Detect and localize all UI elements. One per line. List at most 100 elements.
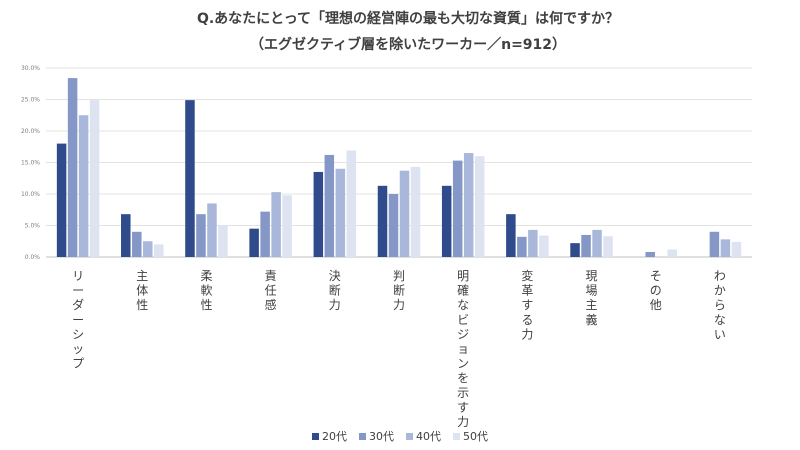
category-label-char: ジ xyxy=(457,327,469,341)
bar xyxy=(506,214,516,257)
category-label-char: を xyxy=(457,371,469,385)
legend: 20代 30代 40代 50代 xyxy=(0,428,800,444)
category-label-char: 力 xyxy=(393,298,405,312)
category-label-char: シ xyxy=(72,327,84,341)
chart-subtitle: （エグゼクティブ層を除いたワーカー／n=912） xyxy=(249,37,567,53)
bar xyxy=(282,195,292,257)
bar xyxy=(581,234,591,257)
bar xyxy=(441,185,452,257)
legend-label: 50代 xyxy=(463,430,488,443)
category-label-char: リ xyxy=(72,269,84,283)
legend-item: 50代 xyxy=(453,428,488,444)
category-label-char: 任 xyxy=(265,284,277,298)
category-label-char: 軟 xyxy=(200,283,212,298)
category-label-char: そ xyxy=(650,269,662,283)
category-label-char: 他 xyxy=(650,298,662,312)
bar xyxy=(207,203,217,257)
category-label-char: な xyxy=(714,313,726,327)
category-label-char: 義 xyxy=(586,312,598,327)
category-label-char: ら xyxy=(714,298,726,312)
category-label-char: 体 xyxy=(136,284,148,298)
category-label-char: ダ xyxy=(72,297,84,312)
category-label-char: 責 xyxy=(265,269,277,283)
category-label-char: 断 xyxy=(393,283,405,298)
category-label-char: 変 xyxy=(521,268,533,283)
y-tick-label: 15.0% xyxy=(21,160,40,167)
category-label-char: 性 xyxy=(200,298,212,312)
category-label-char: 柔 xyxy=(200,269,212,283)
bar xyxy=(249,228,259,257)
category-label-char: 確 xyxy=(457,283,469,298)
legend-swatch xyxy=(359,432,366,440)
bar xyxy=(335,168,346,257)
bar xyxy=(539,235,549,257)
bar xyxy=(603,236,613,257)
category-label-char: ョ xyxy=(457,342,469,356)
category-label-char: ッ xyxy=(72,342,84,356)
legend-item: 20代 xyxy=(312,428,347,444)
category-label-char: 感 xyxy=(265,297,277,312)
bar xyxy=(260,211,270,257)
bar xyxy=(645,251,655,257)
bar xyxy=(528,229,538,257)
category-label-char: 断 xyxy=(329,283,341,298)
bar xyxy=(592,229,602,257)
legend-swatch xyxy=(453,432,460,440)
category-label-char: す xyxy=(521,298,533,312)
category-label-char: 力 xyxy=(457,415,469,429)
bar xyxy=(67,78,78,257)
category-label-char: す xyxy=(457,400,469,414)
bar xyxy=(143,241,153,257)
y-tick-label: 25.0% xyxy=(21,97,40,104)
category-label-char: わ xyxy=(714,269,726,283)
bar xyxy=(313,171,324,257)
category-label-char: 決 xyxy=(329,269,341,283)
category-label-char: ー xyxy=(72,284,84,298)
bar xyxy=(474,156,485,257)
bar xyxy=(154,244,164,257)
category-label-char: ー xyxy=(72,313,84,327)
bar xyxy=(271,192,281,257)
y-tick-label: 0.0% xyxy=(25,254,41,261)
category-label-char: 判 xyxy=(393,269,405,283)
category-label-char: ン xyxy=(457,357,469,371)
category-label-char: 力 xyxy=(521,327,533,341)
bar xyxy=(570,243,580,257)
bar xyxy=(667,249,677,257)
legend-label: 40代 xyxy=(416,430,441,443)
category-label-char: ビ xyxy=(457,313,469,327)
bar xyxy=(78,115,89,257)
category-label-char: 力 xyxy=(329,298,341,312)
bar xyxy=(399,170,410,257)
bar xyxy=(731,241,742,257)
chart-title: Q.あなたにとって「理想の経営陣の最も大切な資質」は何ですか？ xyxy=(196,11,620,27)
category-label-char: 性 xyxy=(136,298,148,312)
bar xyxy=(517,236,527,257)
category-label-char: 現 xyxy=(586,269,598,283)
category-label-char: 革 xyxy=(521,284,533,298)
bar xyxy=(388,194,399,257)
legend-item: 30代 xyxy=(359,428,394,444)
bar xyxy=(218,225,228,257)
legend-item: 40代 xyxy=(406,428,441,444)
y-tick-label: 10.0% xyxy=(21,191,40,198)
legend-label: 20代 xyxy=(322,430,347,443)
y-tick-label: 30.0% xyxy=(21,65,40,72)
category-label-char: る xyxy=(521,313,533,327)
category-label-char: プ xyxy=(72,357,84,371)
bar xyxy=(121,214,131,257)
bar xyxy=(410,166,421,257)
legend-swatch xyxy=(406,432,413,440)
category-label-char: か xyxy=(714,284,726,298)
bar xyxy=(709,231,720,257)
bar xyxy=(132,231,142,257)
bar xyxy=(463,153,474,257)
bar xyxy=(196,214,206,257)
bar xyxy=(324,154,335,257)
legend-swatch xyxy=(312,432,319,440)
y-tick-label: 20.0% xyxy=(21,128,40,135)
bar xyxy=(346,150,357,257)
y-tick-label: 5.0% xyxy=(25,223,41,230)
bar xyxy=(452,160,463,257)
